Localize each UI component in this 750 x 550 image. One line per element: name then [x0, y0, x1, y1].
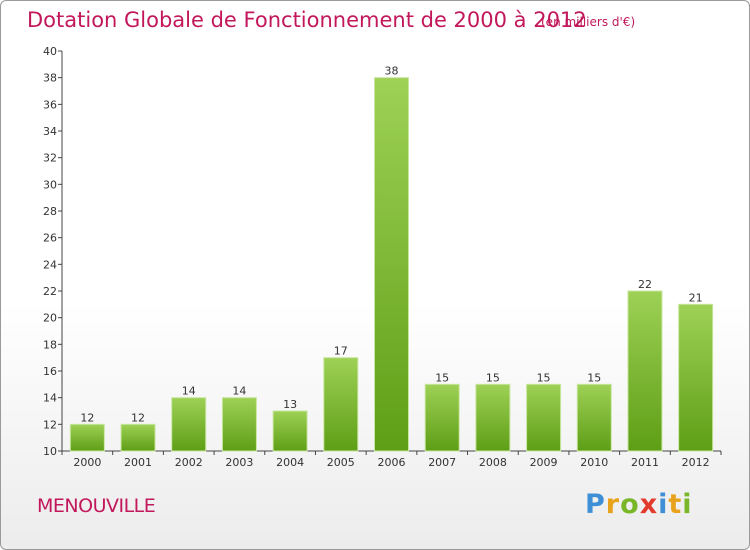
- x-tick-label: 2005: [327, 456, 355, 469]
- y-tick-label: 18: [43, 338, 57, 351]
- y-tick-label: 28: [43, 205, 57, 218]
- y-tick-label: 38: [43, 72, 57, 85]
- bar: [69, 423, 105, 452]
- data-label: 14: [232, 385, 246, 398]
- y-tick-label: 14: [43, 392, 57, 405]
- data-label: 13: [283, 398, 297, 411]
- y-tick-label: 22: [43, 285, 57, 298]
- y-tick-label: 16: [43, 365, 57, 378]
- bar: [272, 410, 308, 452]
- data-label: 17: [334, 345, 348, 358]
- y-axis: 10 12 14 16 18 20 22 24 26 28 30 32 34 36 38 40: [43, 45, 63, 458]
- data-label: 14: [182, 385, 196, 398]
- x-tick-label: 2000: [73, 456, 101, 469]
- data-labels: 12 12 14 14 13 17 38 15 15 15 15 22 21: [80, 65, 702, 425]
- chart-title: Dotation Globale de Fonctionnement de 20…: [27, 8, 587, 32]
- logo-letter: i: [658, 489, 669, 520]
- x-tick-label: 2010: [580, 456, 608, 469]
- commune-name: MENOUVILLE: [37, 495, 156, 517]
- y-tick-label: 10: [43, 445, 57, 458]
- data-label: 38: [385, 65, 399, 78]
- x-tick-label: 2001: [124, 456, 152, 469]
- y-tick-label: 20: [43, 312, 57, 325]
- logo-letter: x: [639, 489, 659, 520]
- logo-letter: i: [682, 489, 693, 520]
- chart-subtitle: (en milliers d'€): [541, 15, 636, 29]
- bar: [627, 290, 663, 452]
- bar: [323, 357, 359, 452]
- y-tick-label: 12: [43, 418, 57, 431]
- data-label: 12: [131, 411, 145, 424]
- bar: [221, 397, 257, 452]
- y-tick-label: 32: [43, 152, 57, 165]
- x-tick-label: 2007: [428, 456, 456, 469]
- x-axis: 2000 2001 2002 2003 2004 2005 2006 2007 2008 2009…: [61, 450, 722, 469]
- x-tick-label: 2003: [225, 456, 253, 469]
- x-tick-label: 2011: [631, 456, 659, 469]
- x-tick-label: 2008: [479, 456, 507, 469]
- y-tick-label: 40: [43, 45, 57, 58]
- bar: [678, 303, 714, 452]
- bar: [374, 77, 409, 452]
- logo-letter: t: [668, 489, 683, 520]
- data-label: 15: [537, 371, 551, 384]
- y-tick-label: 34: [43, 125, 57, 138]
- x-tick-label: 2009: [530, 456, 558, 469]
- y-tick-label: 30: [43, 178, 57, 191]
- proxiti-logo: Proxiti: [585, 489, 693, 520]
- x-tick-label: 2004: [276, 456, 304, 469]
- bar: [120, 423, 156, 452]
- data-label: 15: [435, 371, 449, 384]
- data-label: 12: [80, 411, 94, 424]
- y-tick-label: 24: [43, 258, 57, 271]
- x-tick-label: 2012: [682, 456, 710, 469]
- bar: [171, 397, 207, 452]
- bars: [69, 77, 714, 452]
- y-tick-label: 36: [43, 98, 57, 111]
- bar: [526, 383, 562, 452]
- logo-letter: P: [585, 489, 606, 520]
- bar: [424, 383, 460, 452]
- logo-letter: r: [605, 489, 621, 520]
- data-label: 15: [587, 371, 601, 384]
- x-tick-label: 2006: [378, 456, 406, 469]
- y-tick-label: 26: [43, 232, 57, 245]
- data-label: 21: [689, 291, 703, 304]
- logo-letter: o: [620, 489, 640, 520]
- x-tick-label: 2002: [175, 456, 203, 469]
- bar: [475, 383, 511, 452]
- data-label: 15: [486, 371, 500, 384]
- bar: [576, 383, 612, 452]
- data-label: 22: [638, 278, 652, 291]
